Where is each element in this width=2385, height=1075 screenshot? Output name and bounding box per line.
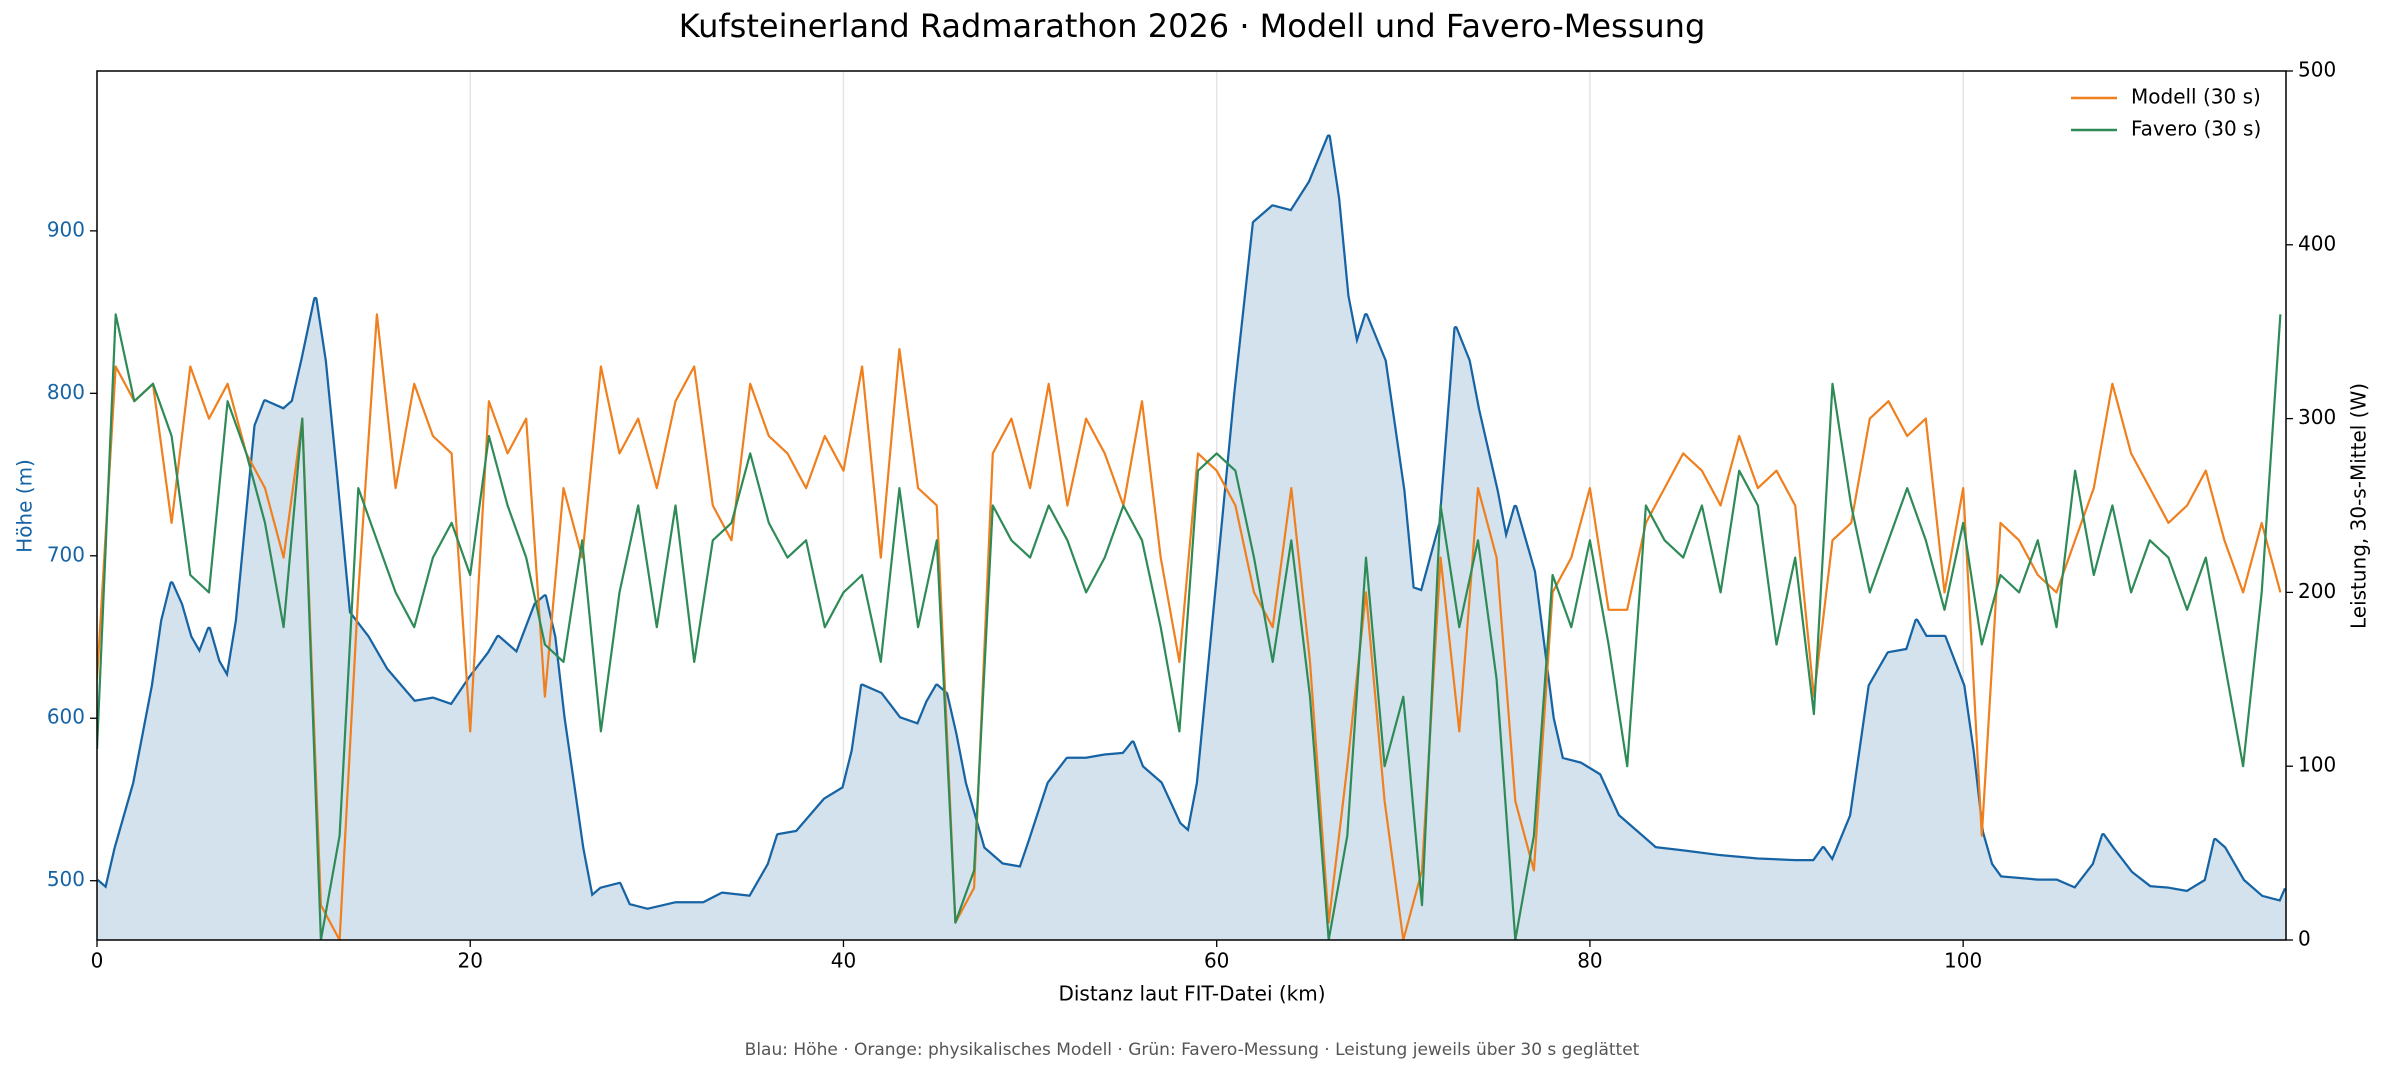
elevation-area — [97, 136, 2286, 940]
x-tick-label: 0 — [91, 949, 104, 973]
plot-frame — [96, 70, 2287, 941]
y-axis-label: Höhe (m) — [13, 459, 37, 553]
y2-tick-label: 200 — [2298, 579, 2336, 603]
x-tick-label: 80 — [1577, 949, 1602, 973]
y2-tick-label: 400 — [2298, 231, 2336, 255]
legend-label: Modell (30 s) — [2131, 85, 2261, 109]
y2-tick-label: 300 — [2298, 405, 2336, 429]
power-line — [97, 313, 2282, 940]
plot-area — [97, 71, 2286, 940]
power-line — [97, 313, 2282, 940]
y2-tick-label: 100 — [2298, 753, 2336, 777]
x-tick-label: 40 — [831, 949, 856, 973]
y2-tick-label: 0 — [2298, 927, 2311, 951]
y-tick-label: 500 — [47, 867, 85, 891]
x-tick-label: 100 — [1944, 949, 1982, 973]
y2-tick-label: 500 — [2298, 58, 2336, 82]
legend-label: Favero (30 s) — [2131, 117, 2261, 141]
x-tick-label: 60 — [1204, 949, 1229, 973]
x-axis-label: Distanz laut FIT-Datei (km) — [1058, 982, 1325, 1006]
y-tick-label: 600 — [47, 705, 85, 729]
y-tick-label: 700 — [47, 542, 85, 566]
y-tick-label: 900 — [47, 217, 85, 241]
y-tick-label: 800 — [47, 380, 85, 404]
footnote: Blau: Höhe · Orange: physikalisches Mode… — [745, 1040, 1640, 1060]
x-tick-label: 20 — [458, 949, 483, 973]
chart-title: Kufsteinerland Radmarathon 2026 · Modell… — [679, 7, 1706, 45]
y2-axis-label: Leistung, 30-s-Mittel (W) — [2347, 383, 2371, 629]
